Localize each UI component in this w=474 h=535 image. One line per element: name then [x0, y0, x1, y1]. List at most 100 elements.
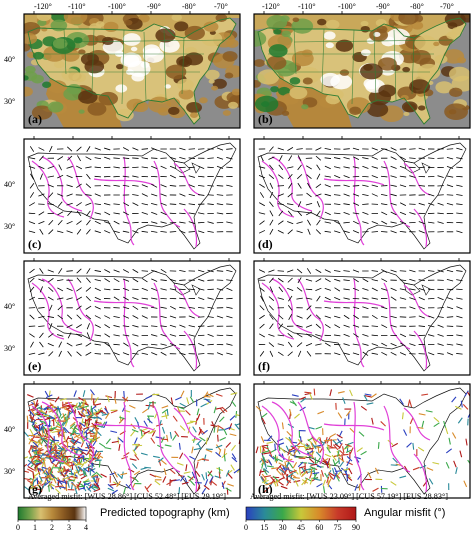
panel-content	[254, 14, 470, 128]
misfit-tick	[73, 451, 77, 458]
stress-tick	[141, 184, 148, 188]
misfit-tick	[221, 482, 225, 490]
misfit-tick	[282, 464, 287, 472]
stress-tick	[29, 314, 35, 320]
stress-tick	[446, 316, 454, 318]
stress-tick	[49, 145, 53, 153]
misfit-tick	[263, 477, 267, 484]
stress-tick	[66, 193, 73, 197]
misfit-tick	[71, 482, 78, 488]
topo-blob	[448, 66, 470, 82]
panel-frame	[23, 383, 241, 499]
misfit-tick	[72, 447, 77, 454]
stress-tick	[399, 165, 407, 169]
stress-tick	[198, 343, 205, 347]
stress-tick	[141, 203, 149, 206]
stress-tick	[207, 221, 214, 224]
stress-tick	[371, 175, 378, 179]
stress-tick	[226, 334, 233, 337]
stress-tick	[104, 230, 111, 234]
misfit-tick	[227, 483, 234, 487]
misfit-tick	[41, 460, 45, 468]
stress-tick	[207, 325, 214, 327]
stress-tick	[169, 185, 177, 187]
misfit-tick	[89, 429, 96, 435]
stress-tick	[371, 314, 378, 320]
misfit-tick	[118, 444, 121, 451]
stress-tick	[371, 352, 379, 355]
stress-tick	[371, 184, 378, 188]
stress-tick	[446, 288, 454, 291]
topo-blob	[184, 52, 204, 66]
stress-tick	[428, 193, 435, 197]
topo-blob	[116, 64, 124, 70]
stress-tick	[446, 184, 454, 188]
misfit-tick	[95, 428, 98, 436]
misfit-tick	[349, 427, 356, 434]
stress-tick	[38, 221, 45, 225]
stress-tick	[352, 220, 360, 225]
misfit-tick	[116, 480, 121, 488]
stress-tick	[446, 202, 454, 206]
stress-tick	[113, 334, 120, 337]
stress-tick	[104, 278, 111, 283]
stress-tick	[259, 314, 265, 320]
topo-blob	[377, 57, 397, 71]
misfit-tick	[137, 421, 140, 429]
stress-tick	[259, 350, 265, 357]
stress-tick	[333, 166, 341, 169]
state-line	[63, 39, 225, 43]
province-boundary	[173, 407, 201, 441]
stress-tick	[48, 286, 54, 292]
stress-tick	[76, 351, 82, 357]
stress-tick	[151, 352, 158, 356]
stress-tick	[151, 165, 158, 169]
stress-tick	[160, 306, 167, 309]
stress-tick	[122, 175, 130, 178]
province-boundary	[413, 453, 428, 493]
misfit-tick	[139, 429, 146, 434]
misfit-tick	[218, 466, 221, 474]
stress-tick	[207, 343, 214, 346]
stress-tick	[66, 324, 73, 329]
misfit-tick	[162, 476, 167, 483]
stress-tick	[132, 221, 139, 224]
stress-tick	[226, 343, 233, 346]
stress-tick	[151, 203, 158, 206]
stress-tick	[94, 147, 101, 151]
topo-blob	[24, 86, 33, 97]
misfit-tick	[196, 413, 201, 421]
stress-tick	[390, 342, 397, 347]
stress-tick	[287, 287, 294, 291]
misfit-tick	[28, 438, 35, 444]
misfit-tick	[27, 460, 33, 467]
stress-tick	[198, 230, 205, 234]
misfit-tick	[105, 412, 110, 419]
topo-blob	[36, 14, 52, 22]
stress-tick	[437, 202, 444, 206]
lon-label: -80°	[410, 2, 424, 11]
stress-tick	[343, 203, 350, 206]
coastline	[257, 387, 467, 495]
stress-tick	[296, 297, 303, 300]
misfit-tick	[24, 477, 31, 481]
misfit-tick	[263, 467, 270, 473]
stress-tick	[333, 343, 341, 346]
misfit-tick	[233, 468, 240, 474]
misfit-tick	[315, 436, 320, 444]
stress-tick	[94, 203, 102, 206]
stress-tick	[324, 148, 332, 150]
stress-tick	[277, 193, 284, 197]
misfit-tick	[94, 432, 96, 439]
misfit-tick	[34, 471, 41, 477]
misfit-tick	[185, 464, 188, 472]
misfit-tick	[433, 422, 440, 427]
misfit-tick	[134, 443, 140, 450]
stress-tick	[38, 352, 45, 356]
stress-tick	[352, 147, 360, 151]
stress-tick	[418, 221, 425, 225]
stress-tick	[28, 166, 36, 169]
stress-tick	[38, 307, 45, 309]
misfit-tick	[433, 416, 440, 423]
misfit-tick	[297, 461, 304, 468]
